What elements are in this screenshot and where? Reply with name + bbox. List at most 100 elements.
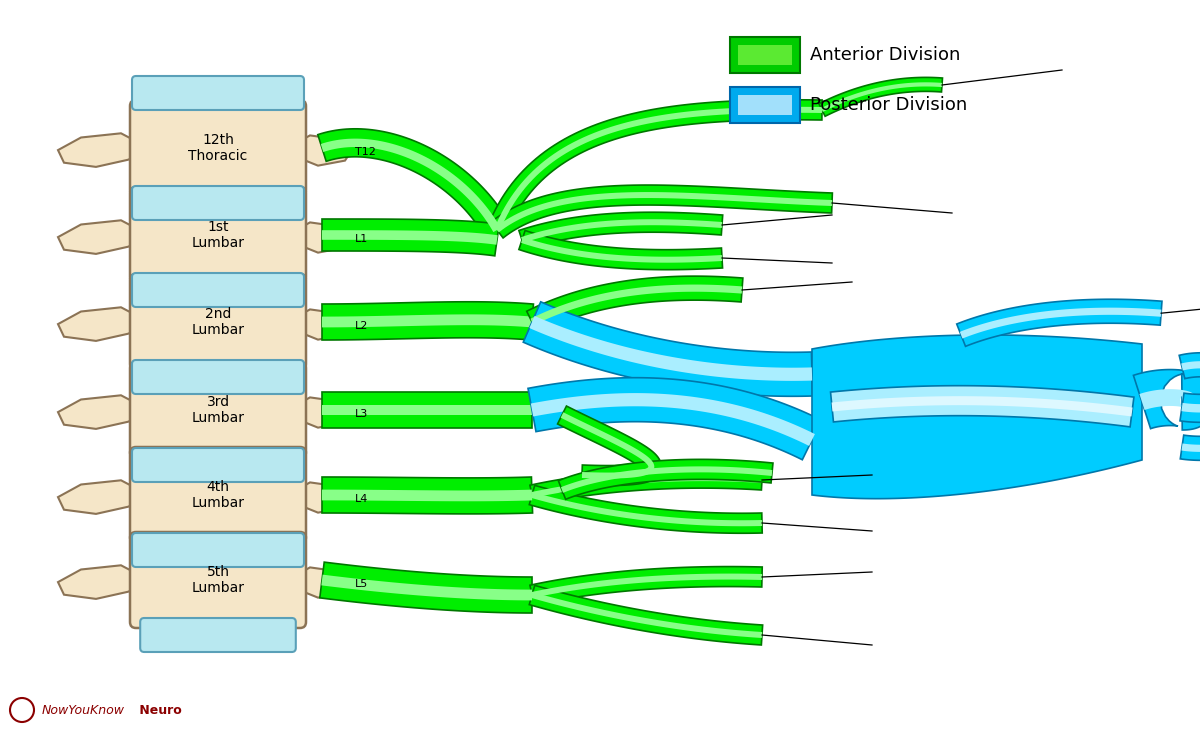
FancyBboxPatch shape [130, 447, 306, 543]
Polygon shape [322, 490, 532, 501]
Text: Neuro: Neuro [134, 704, 181, 716]
Polygon shape [322, 575, 532, 600]
Polygon shape [530, 468, 763, 505]
Polygon shape [58, 480, 142, 514]
Polygon shape [832, 396, 1133, 416]
FancyBboxPatch shape [132, 360, 304, 394]
Polygon shape [319, 562, 532, 613]
Polygon shape [322, 302, 534, 340]
Polygon shape [558, 406, 661, 485]
FancyBboxPatch shape [730, 37, 800, 73]
Polygon shape [164, 364, 202, 386]
Polygon shape [164, 277, 202, 299]
Polygon shape [234, 537, 271, 559]
Text: L2: L2 [355, 321, 368, 331]
Polygon shape [234, 190, 271, 212]
Polygon shape [812, 335, 1142, 498]
Polygon shape [532, 492, 762, 526]
Polygon shape [322, 314, 533, 328]
FancyBboxPatch shape [132, 76, 304, 110]
Polygon shape [295, 482, 352, 512]
Polygon shape [529, 586, 763, 645]
FancyBboxPatch shape [130, 274, 306, 370]
Polygon shape [528, 377, 822, 460]
Polygon shape [318, 129, 509, 237]
Polygon shape [521, 237, 722, 262]
Polygon shape [530, 393, 815, 446]
Polygon shape [58, 221, 142, 254]
Polygon shape [532, 574, 762, 598]
Polygon shape [1181, 435, 1200, 460]
Polygon shape [234, 622, 271, 644]
Polygon shape [532, 475, 762, 498]
Polygon shape [518, 213, 722, 249]
Polygon shape [821, 82, 942, 112]
Polygon shape [295, 136, 352, 166]
Polygon shape [322, 405, 532, 416]
Polygon shape [956, 299, 1162, 347]
FancyBboxPatch shape [132, 186, 304, 220]
Polygon shape [295, 309, 352, 339]
Text: 5th
Lumbar: 5th Lumbar [192, 565, 245, 595]
Polygon shape [560, 466, 773, 493]
Polygon shape [322, 477, 533, 514]
Text: L4: L4 [355, 494, 368, 504]
Polygon shape [521, 219, 722, 243]
Polygon shape [58, 307, 142, 341]
Text: L1: L1 [355, 234, 368, 244]
Polygon shape [320, 139, 500, 232]
FancyBboxPatch shape [130, 362, 306, 458]
Text: L5: L5 [355, 579, 368, 589]
Text: L3: L3 [355, 409, 368, 419]
Polygon shape [527, 276, 743, 333]
Polygon shape [960, 308, 1162, 339]
Polygon shape [322, 230, 498, 245]
Polygon shape [830, 386, 1134, 427]
Polygon shape [494, 107, 822, 231]
FancyBboxPatch shape [140, 618, 295, 652]
Polygon shape [491, 185, 833, 238]
Polygon shape [295, 567, 352, 597]
Polygon shape [529, 485, 762, 533]
Polygon shape [58, 565, 142, 599]
Polygon shape [234, 277, 271, 299]
Polygon shape [322, 392, 532, 428]
Text: Anterior Division: Anterior Division [810, 46, 960, 64]
Polygon shape [518, 230, 722, 270]
FancyBboxPatch shape [738, 45, 792, 65]
Polygon shape [164, 537, 202, 559]
Polygon shape [295, 222, 352, 253]
Polygon shape [58, 395, 142, 429]
Polygon shape [523, 302, 812, 397]
FancyBboxPatch shape [730, 87, 800, 123]
Polygon shape [234, 364, 271, 386]
Polygon shape [1180, 353, 1200, 379]
Polygon shape [529, 316, 812, 381]
Polygon shape [558, 460, 773, 499]
Polygon shape [1140, 389, 1196, 410]
Text: Posterior Division: Posterior Division [810, 96, 967, 114]
Polygon shape [295, 397, 352, 427]
Polygon shape [164, 190, 202, 212]
Polygon shape [322, 219, 499, 256]
Text: 1st
Lumbar: 1st Lumbar [192, 220, 245, 250]
Polygon shape [560, 413, 654, 479]
Text: NowYouKnow: NowYouKnow [42, 704, 125, 716]
Text: 4th
Lumbar: 4th Lumbar [192, 480, 245, 510]
Polygon shape [58, 133, 142, 167]
FancyBboxPatch shape [738, 95, 792, 115]
Polygon shape [1180, 393, 1200, 422]
FancyBboxPatch shape [132, 273, 304, 307]
Polygon shape [487, 100, 822, 234]
FancyBboxPatch shape [130, 532, 306, 628]
Polygon shape [1134, 369, 1200, 430]
FancyBboxPatch shape [132, 533, 304, 567]
FancyBboxPatch shape [130, 187, 306, 283]
Polygon shape [496, 192, 832, 232]
Polygon shape [1181, 361, 1200, 371]
Polygon shape [532, 592, 762, 638]
Polygon shape [530, 567, 762, 605]
Polygon shape [234, 452, 271, 474]
Text: T12: T12 [355, 147, 376, 157]
FancyBboxPatch shape [132, 448, 304, 482]
